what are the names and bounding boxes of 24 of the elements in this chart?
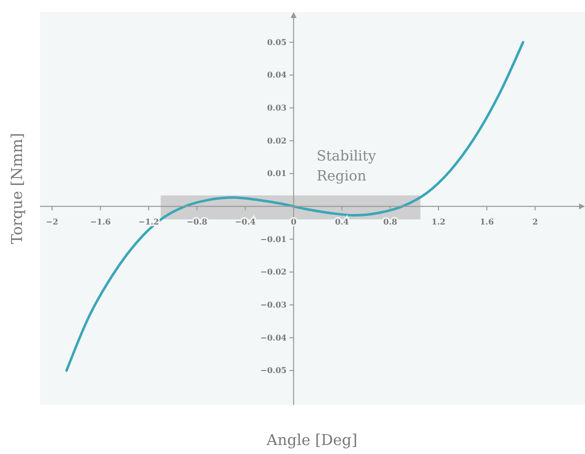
x-tick-label: −1.2	[138, 216, 159, 227]
y-tick-label: 0.02	[267, 135, 287, 146]
y-tick-label: −0.05	[260, 365, 287, 376]
y-tick-label: −0.04	[260, 332, 288, 342]
line-series	[65, 41, 524, 372]
x-tick-label: −0.4	[234, 216, 256, 227]
y-axis-title: Torque [Nmm]	[8, 132, 26, 244]
x-tick-label: 2	[532, 216, 538, 227]
y-tick-label: 0.03	[267, 102, 288, 112]
x-tick-label: 0.8	[383, 216, 398, 227]
y-tick-label: 0.04	[267, 70, 288, 80]
y-tick-label: −0.03	[260, 299, 288, 310]
x-tick-label: −2	[46, 216, 58, 227]
x-tick-label: 1.6	[480, 216, 494, 227]
band-label: Stability Region	[316, 148, 376, 184]
x-tick-label: 0.4	[334, 216, 350, 227]
y-tick-label: 0.05	[267, 36, 287, 47]
x-tick-label: 1.2	[432, 216, 446, 227]
x-tick-label: −0.8	[186, 216, 208, 227]
x-axis-title: Angle [Deg]	[266, 431, 358, 449]
y-tick-label: 0.01	[267, 168, 287, 178]
y-tick-label: −0.01	[260, 234, 287, 244]
x-tick-label: −1.6	[90, 216, 112, 227]
y-tick-label: −0.02	[260, 266, 287, 277]
